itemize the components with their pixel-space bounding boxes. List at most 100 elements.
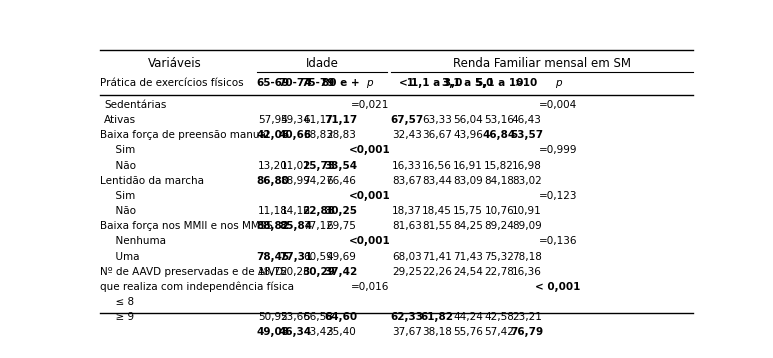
Text: 78,45: 78,45	[256, 252, 289, 262]
Text: Lentidão da marcha: Lentidão da marcha	[100, 176, 203, 186]
Text: =0,123: =0,123	[539, 191, 577, 201]
Text: 11,18: 11,18	[258, 206, 288, 216]
Text: 49,08: 49,08	[257, 328, 289, 337]
Text: 46,84: 46,84	[482, 130, 516, 140]
Text: 3,1 a 5,0: 3,1 a 5,0	[442, 78, 494, 88]
Text: =0,016: =0,016	[351, 282, 389, 292]
Text: 10,91: 10,91	[512, 206, 542, 216]
Text: 62,33: 62,33	[390, 312, 424, 322]
Text: 61,17: 61,17	[303, 115, 333, 125]
Text: 43,42: 43,42	[303, 328, 333, 337]
Text: 66,46: 66,46	[326, 176, 356, 186]
Text: 77,31: 77,31	[279, 252, 312, 262]
Text: 60,59: 60,59	[304, 252, 333, 262]
Text: 25,73: 25,73	[301, 161, 335, 171]
Text: Variáveis: Variáveis	[148, 57, 202, 70]
Text: 81,63: 81,63	[392, 221, 422, 231]
Text: 64,60: 64,60	[325, 312, 358, 322]
Text: 50,92: 50,92	[258, 312, 288, 322]
Text: 76,79: 76,79	[510, 328, 543, 337]
Text: 5,1 a 10: 5,1 a 10	[475, 78, 523, 88]
Text: 16,56: 16,56	[422, 161, 452, 171]
Text: Uma: Uma	[109, 252, 140, 262]
Text: p: p	[554, 78, 561, 88]
Text: Não: Não	[109, 206, 136, 216]
Text: 57,42: 57,42	[484, 328, 514, 337]
Text: 20,26: 20,26	[281, 267, 311, 277]
Text: 16,36: 16,36	[512, 267, 542, 277]
Text: 88,99: 88,99	[281, 176, 311, 186]
Text: < 0,001: < 0,001	[535, 282, 581, 292]
Text: ≥ 9: ≥ 9	[109, 312, 135, 322]
Text: =0,136: =0,136	[539, 236, 577, 246]
Text: 18,75: 18,75	[258, 267, 288, 277]
Text: 42,58: 42,58	[484, 312, 514, 322]
Text: p: p	[366, 78, 373, 88]
Text: 49,69: 49,69	[326, 252, 356, 262]
Text: 37,42: 37,42	[325, 267, 358, 277]
Text: 46,43: 46,43	[512, 115, 542, 125]
Text: 43,96: 43,96	[453, 130, 483, 140]
Text: Sedentárias: Sedentárias	[104, 100, 167, 110]
Text: Nº de AAVD preservadas e de AIVD: Nº de AAVD preservadas e de AIVD	[100, 267, 283, 277]
Text: Nenhuma: Nenhuma	[109, 236, 166, 246]
Text: 77,12: 77,12	[303, 221, 333, 231]
Text: 28,83: 28,83	[326, 130, 356, 140]
Text: 1,1 a 3,0: 1,1 a 3,0	[411, 78, 462, 88]
Text: 88,82: 88,82	[257, 221, 289, 231]
Text: <0,001: <0,001	[349, 191, 390, 201]
Text: 13,20: 13,20	[258, 161, 288, 171]
Text: 38,18: 38,18	[422, 328, 452, 337]
Text: 10,76: 10,76	[485, 206, 514, 216]
Text: 53,66: 53,66	[281, 312, 311, 322]
Text: 38,83: 38,83	[303, 130, 333, 140]
Text: Não: Não	[109, 161, 136, 171]
Text: 71,41: 71,41	[422, 252, 452, 262]
Text: =0,004: =0,004	[539, 100, 577, 110]
Text: 89,24: 89,24	[484, 221, 514, 231]
Text: 65-69: 65-69	[256, 78, 289, 88]
Text: que realiza com independência física: que realiza com independência física	[100, 282, 294, 292]
Text: 63,33: 63,33	[422, 115, 452, 125]
Text: Prática de exercícios físicos: Prática de exercícios físicos	[100, 78, 243, 88]
Text: 35,40: 35,40	[326, 328, 356, 337]
Text: 16,33: 16,33	[392, 161, 422, 171]
Text: 24,54: 24,54	[453, 267, 483, 277]
Text: 81,55: 81,55	[422, 221, 452, 231]
Text: 78,18: 78,18	[512, 252, 542, 262]
Text: Ativas: Ativas	[104, 115, 137, 125]
Text: 74,27: 74,27	[303, 176, 333, 186]
Text: Baixa força de preensão manual: Baixa força de preensão manual	[100, 130, 268, 140]
Text: 44,24: 44,24	[453, 312, 483, 322]
Text: 55,76: 55,76	[453, 328, 483, 337]
Text: 84,18: 84,18	[484, 176, 514, 186]
Text: 32,43: 32,43	[392, 130, 422, 140]
Text: Idade: Idade	[305, 57, 339, 70]
Text: 11,01: 11,01	[281, 161, 311, 171]
Text: 53,16: 53,16	[484, 115, 514, 125]
Text: 56,04: 56,04	[453, 115, 483, 125]
Text: 69,75: 69,75	[326, 221, 356, 231]
Text: 71,43: 71,43	[453, 252, 483, 262]
Text: 18,45: 18,45	[422, 206, 452, 216]
Text: 75,32: 75,32	[484, 252, 514, 262]
Text: 22,26: 22,26	[422, 267, 452, 277]
Text: 23,21: 23,21	[512, 312, 542, 322]
Text: =0,999: =0,999	[539, 145, 577, 155]
Text: 80 e +: 80 e +	[322, 78, 360, 88]
Text: 59,34: 59,34	[281, 115, 311, 125]
Text: 56,58: 56,58	[303, 312, 333, 322]
Text: ≤ 8: ≤ 8	[109, 297, 135, 307]
Text: 89,09: 89,09	[512, 221, 542, 231]
Text: 42,06: 42,06	[256, 130, 289, 140]
Text: 18,37: 18,37	[392, 206, 422, 216]
Text: 33,54: 33,54	[325, 161, 358, 171]
Text: 67,57: 67,57	[390, 115, 424, 125]
Text: Sim: Sim	[109, 191, 135, 201]
Text: 15,82: 15,82	[484, 161, 514, 171]
Text: 70-74: 70-74	[279, 78, 312, 88]
Text: 53,57: 53,57	[510, 130, 543, 140]
Text: 83,09: 83,09	[453, 176, 483, 186]
Text: 86,80: 86,80	[257, 176, 289, 186]
Text: 30,29: 30,29	[301, 267, 335, 277]
